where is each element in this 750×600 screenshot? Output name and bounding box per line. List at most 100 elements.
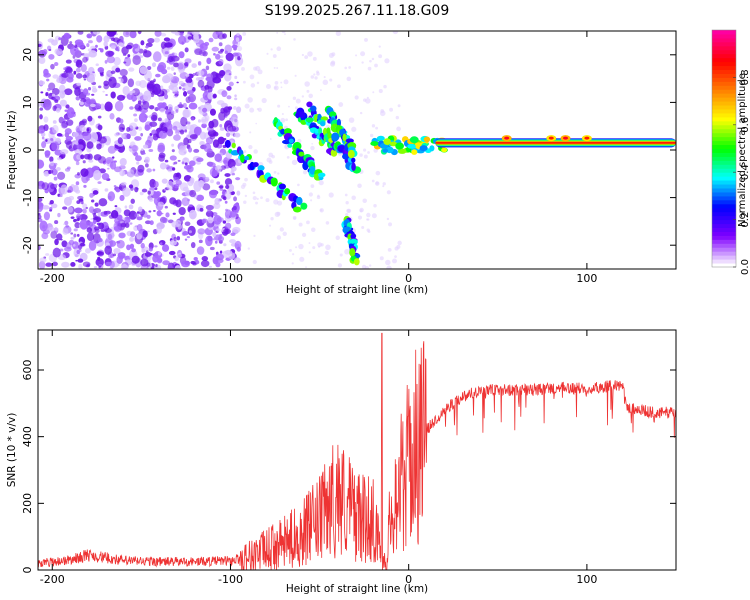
noise-blob [223,63,232,72]
noise-blob [83,78,87,81]
y-tick-label: 400 [21,426,34,447]
noise-blob [183,137,189,146]
noise-blob [239,56,242,58]
noise-blob [148,210,152,213]
noise-blob [226,95,232,100]
noise-blob [191,63,197,68]
noise-blob [273,85,279,91]
noise-blob [177,103,184,109]
y-tick-label: 10 [21,95,34,109]
noise-blob [341,119,343,122]
trace-blob [351,162,356,171]
noise-blob [118,123,126,133]
noise-blob [194,48,203,56]
noise-blob [241,66,245,71]
noise-blob [38,197,43,203]
noise-blob [146,168,152,173]
noise-blob [182,91,188,97]
colorbar-step [712,136,736,142]
noise-blob [382,185,385,188]
y-tick-label: 0 [21,567,34,574]
noise-blob [171,31,177,34]
noise-blob [197,173,206,180]
noise-blob [338,102,344,107]
colorbar-step [712,191,736,197]
noise-blob [45,253,50,256]
trace-blob [278,183,286,190]
noise-blob [344,66,348,70]
noise-blob [50,138,54,141]
noise-blob [102,90,105,93]
spectrogram-trace-layer [224,101,676,266]
colorbar-step [712,195,736,201]
noise-blob [82,160,86,164]
noise-blob [207,216,214,224]
colorbar-step [712,49,736,55]
colorbar-step [712,184,736,189]
noise-blob [184,221,191,227]
noise-blob [209,246,215,251]
noise-blob [65,59,72,64]
spectrogram-x-ticks: -200 -100 0 100 [40,31,597,285]
noise-blob [107,145,116,154]
noise-blob [214,240,218,244]
noise-blob [163,37,171,42]
colorbar-step [712,219,736,225]
noise-blob [95,44,98,48]
noise-blob [139,80,147,89]
noise-blob [104,60,108,64]
noise-blob [397,240,402,246]
noise-blob [193,33,199,40]
noise-blob [72,143,78,151]
noise-blob [196,194,205,202]
noise-blob [164,51,169,55]
noise-blob [236,32,240,36]
noise-blob [388,222,393,227]
noise-blob [206,57,212,65]
noise-blob [188,209,197,220]
noise-blob [225,52,234,62]
noise-blob [179,145,185,153]
noise-blob [157,201,164,207]
noise-blob [148,105,155,110]
noise-blob [273,199,279,205]
noise-blob [155,191,162,197]
noise-blob [160,212,164,215]
noise-blob [123,61,127,64]
noise-blob [214,153,223,162]
colorbar-step [712,112,736,118]
noise-blob [294,74,297,77]
noise-blob [140,40,145,46]
noise-blob [131,255,140,264]
noise-blob [226,123,232,128]
noise-blob [152,168,156,172]
noise-blob [348,117,355,123]
noise-blob [147,230,150,233]
noise-blob [187,225,196,236]
spectrogram-noise-layer [38,31,402,269]
colorbar-step [712,211,736,217]
noise-blob [154,181,159,188]
colorbar-step [712,239,736,244]
noise-blob [186,165,194,173]
noise-blob [365,98,371,104]
noise-blob [295,246,298,249]
noise-blob [72,55,76,59]
noise-blob [187,36,193,40]
noise-blob [64,167,71,172]
noise-blob [325,244,331,251]
noise-blob [220,48,225,52]
snr-y-ticks: 0 200 400 600 [21,360,676,574]
noise-blob [266,157,272,163]
colorbar-step [712,41,736,47]
noise-blob [159,107,166,113]
noise-blob [188,204,193,208]
noise-blob [130,231,136,238]
noise-blob [142,100,150,110]
noise-blob [96,143,102,150]
noise-blob [79,120,87,126]
trace-blob [309,166,316,175]
noise-blob [92,214,97,218]
noise-blob [51,141,60,152]
noise-blob [195,161,202,165]
